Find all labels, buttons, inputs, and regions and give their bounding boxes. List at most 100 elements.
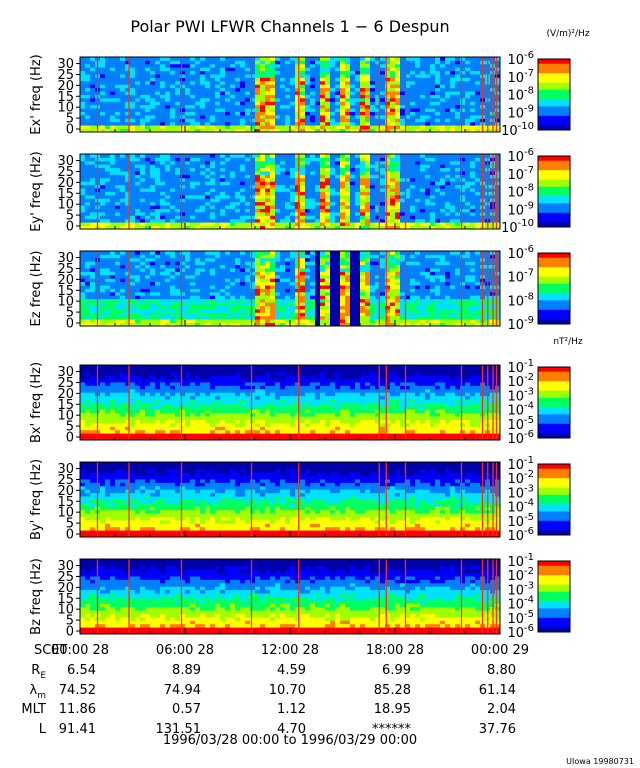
heatmap-cell [235,167,241,172]
heatmap-cell [270,268,276,272]
heatmap-cell [110,91,116,95]
heatmap-cell [150,160,156,165]
heatmap-cell [440,181,446,186]
heatmap-cell [375,125,381,129]
heatmap-cell [265,205,271,209]
heatmap-cell [245,128,251,133]
heatmap-cell [215,278,221,283]
heatmap-cell [195,205,201,209]
heatmap-cell [150,191,156,196]
heatmap-cell [475,91,481,95]
heatmap-cell [315,291,321,296]
heatmap-cell [160,160,166,165]
heatmap-cell [155,215,161,220]
heatmap-cell [455,218,461,223]
heatmap-cell [395,114,401,119]
heatmap-cell [355,225,361,230]
heatmap-cell [175,160,181,165]
heatmap-cell [200,218,206,223]
heatmap-cell [185,108,191,112]
heatmap-cell [260,63,266,68]
heatmap-cell [420,177,426,182]
heatmap-cell [170,291,176,296]
heatmap-cell [85,264,91,269]
heatmap-cell [80,261,86,266]
heatmap-cell [135,191,141,196]
heatmap-cell [495,222,501,226]
heatmap-cell [305,181,311,186]
heatmap-cell [150,208,156,213]
heatmap-cell [365,84,371,89]
heatmap-cell [155,257,161,262]
heatmap-cell [400,215,406,220]
heatmap-cell [175,305,181,310]
heatmap-cell [295,97,301,102]
heatmap-cell [270,118,276,123]
heatmap-cell [155,57,161,61]
heatmap-cell [180,188,186,192]
heatmap-cell [320,67,326,72]
heatmap-cell [130,80,136,85]
heatmap-cell [125,128,131,133]
heatmap-cell [125,215,131,220]
heatmap-cell [275,295,281,300]
heatmap-cell [215,104,221,109]
heatmap-cell [110,268,116,272]
heatmap-cell [190,291,196,296]
heatmap-cell [220,164,226,169]
heatmap-cell [430,164,436,169]
heatmap-cell [235,125,241,129]
heatmap-cell [390,171,396,175]
heatmap-cell [360,191,366,196]
heatmap-cell [140,118,146,123]
heatmap-cell [150,222,156,226]
heatmap-cell [330,257,336,262]
heatmap-cell [280,97,286,102]
heatmap-cell [210,125,216,129]
heatmap-cell [235,164,241,169]
heatmap-cell [175,285,181,289]
heatmap-cell [330,322,336,327]
heatmap-cell [105,261,111,266]
heatmap-cell [160,278,166,283]
heatmap-cell [90,208,96,213]
heatmap-cell [360,184,366,189]
heatmap-cell [305,268,311,272]
heatmap-cell [90,174,96,179]
heatmap-cell [140,171,146,175]
heatmap-cell [285,57,291,61]
heatmap-cell [190,257,196,262]
heatmap-cell [395,222,401,226]
heatmap-cell [335,118,341,123]
heatmap-cell [180,157,186,162]
heatmap-cell [155,174,161,179]
heatmap-cell [320,84,326,89]
heatmap-cell [315,222,321,226]
heatmap-cell [235,184,241,189]
heatmap-cell [420,118,426,123]
heatmap-cell [190,74,196,78]
heatmap-cell [135,211,141,216]
heatmap-cell [465,101,471,106]
heatmap-cell [220,264,226,269]
heatmap-cell [495,215,501,220]
heatmap-cell [270,174,276,179]
heatmap-cell [460,208,466,213]
heatmap-cell [265,254,271,259]
heatmap-cell [325,157,331,162]
heatmap-cell [105,87,111,92]
heatmap-cell [345,222,351,226]
heatmap-cell [235,74,241,78]
heatmap-cell [90,257,96,262]
heatmap-cell [230,208,236,213]
heatmap-cell [275,201,281,206]
heatmap-cell [140,278,146,283]
heatmap-cell [240,274,246,279]
heatmap-cell [90,181,96,186]
colorbar-band [538,217,570,221]
heatmap-cell [445,157,451,162]
heatmap-cell [210,181,216,186]
heatmap-cell [350,167,356,172]
heatmap-cell [395,157,401,162]
heatmap-cell [90,222,96,226]
